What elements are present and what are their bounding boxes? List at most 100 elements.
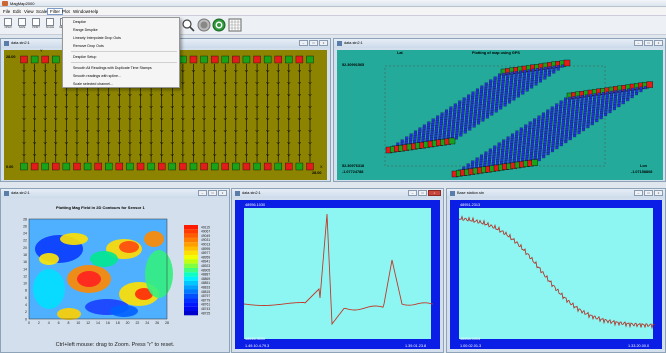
menu-help[interactable]: Help <box>89 9 99 14</box>
close-button[interactable]: × <box>428 190 441 196</box>
y-tick-label: 12 <box>23 274 27 278</box>
gps-point <box>564 140 568 144</box>
gps-point <box>537 158 541 162</box>
y-tick-label: 10 <box>23 282 27 286</box>
scale-button[interactable]: SCALE <box>44 17 56 33</box>
direction-tick <box>223 81 227 85</box>
direction-tick <box>64 117 69 121</box>
menu-item-interpolate-dropouts[interactable]: Linearly Interpolate Drop Outs <box>73 36 121 40</box>
gps-point <box>568 137 572 141</box>
zoom-icon[interactable] <box>181 18 195 32</box>
minimize-button[interactable]: – <box>634 40 643 46</box>
menu-filter[interactable]: Filter <box>47 8 63 15</box>
direction-tick <box>191 105 196 109</box>
close-button[interactable]: × <box>218 190 227 196</box>
menu-item-range-despike[interactable]: Range Despike <box>73 28 98 32</box>
panel-title: data.stn2:1 <box>344 41 363 45</box>
direction-tick <box>160 105 164 109</box>
go-icon[interactable] <box>212 18 226 32</box>
window-controls: – □ × <box>633 40 663 47</box>
menu-view[interactable]: View <box>24 9 34 14</box>
window-controls: – □ × <box>633 190 663 197</box>
menu-item-despike-setup[interactable]: Despike Setup <box>73 55 97 59</box>
maximize-button[interactable]: □ <box>208 190 217 196</box>
window-icon <box>4 41 9 46</box>
direction-tick <box>181 81 185 85</box>
print-button[interactable]: PRINT <box>30 17 42 33</box>
direction-tick <box>22 105 26 109</box>
direction-tick <box>212 81 217 85</box>
direction-tick <box>265 153 270 157</box>
line-start-marker <box>52 55 60 64</box>
panel-base-station[interactable]: Base station.stn – □ × 48951.2313 48658.00… <box>446 188 666 353</box>
app-icon <box>2 1 8 6</box>
direction-tick <box>43 141 47 145</box>
direction-tick <box>170 117 174 121</box>
stop-icon[interactable] <box>197 18 211 32</box>
close-button[interactable]: × <box>654 40 663 46</box>
direction-tick <box>265 93 270 97</box>
minimize-button[interactable]: – <box>408 190 417 196</box>
direction-tick <box>297 117 302 121</box>
menu-item-smooth-spline[interactable]: Smooth readings with spline... <box>73 74 121 78</box>
direction-tick <box>255 105 259 109</box>
x-tick-label: 10 <box>76 321 80 325</box>
save-button[interactable]: SAVE <box>16 17 28 33</box>
lat-min-label: 52.30976318 <box>342 164 365 168</box>
direction-tick <box>202 129 206 133</box>
line-start-marker <box>30 55 39 64</box>
gps-point <box>454 136 458 140</box>
menu-item-despike[interactable]: Despike <box>73 20 86 24</box>
legend-value: 49049 <box>201 234 210 238</box>
profile-ymin-label: 48646.3000 <box>245 337 266 341</box>
gps-plot[interactable]: Lat Plotting of map using GPS 52.3099156… <box>337 50 663 180</box>
profile-plot-area[interactable] <box>243 208 434 339</box>
menu-item-remove-dropouts[interactable]: Remove Drop Outs <box>73 44 104 48</box>
line-start-marker <box>189 55 198 64</box>
menu-window[interactable]: Window <box>73 9 90 14</box>
line-end-marker <box>73 162 81 171</box>
window-icon <box>450 191 455 196</box>
maximize-button[interactable]: □ <box>309 40 318 46</box>
menu-item-scale-channel[interactable]: Scale selected channel... <box>73 82 113 86</box>
maximize-button[interactable]: □ <box>644 40 653 46</box>
legend-value: 48851 <box>201 281 210 285</box>
maximize-button[interactable]: □ <box>418 190 427 196</box>
direction-tick <box>54 117 58 121</box>
direction-tick <box>287 153 291 157</box>
x-tick-label: 28 <box>165 321 169 325</box>
direction-tick <box>287 141 291 145</box>
base-ymin-label: 48658.0004 <box>460 337 481 341</box>
open-button[interactable]: OPEN <box>2 17 14 33</box>
direction-tick <box>287 105 291 109</box>
panel-contour[interactable]: data.stn2:1 – □ × Plotting Mag Field in 2D… <box>0 188 230 353</box>
line-start-marker <box>274 55 282 64</box>
minimize-button[interactable]: – <box>198 190 207 196</box>
direction-tick <box>54 93 58 97</box>
close-button[interactable]: × <box>319 40 328 46</box>
minimize-button[interactable]: – <box>634 190 643 196</box>
panel-profile[interactable]: data.stn2:1 – □ × 48956.1030 48646.3000 1.… <box>231 188 444 353</box>
minimize-button[interactable]: – <box>299 40 308 46</box>
direction-tick <box>265 141 270 145</box>
panel-gps-map[interactable]: data.stn2:1 – □ × Lat Plotting of map usin… <box>333 38 666 182</box>
gps-point <box>552 70 556 74</box>
grid-icon[interactable] <box>228 18 242 32</box>
direction-tick <box>22 153 26 157</box>
legend-value: 48869 <box>201 277 210 281</box>
close-button[interactable]: × <box>654 190 663 196</box>
panel-title: data.stn2:1 <box>11 191 30 195</box>
menu-file[interactable]: File <box>3 9 11 14</box>
direction-tick <box>276 117 280 121</box>
legend-value: 48905 <box>201 268 210 272</box>
line-end-marker <box>253 162 261 171</box>
menu-scale[interactable]: Scale <box>36 9 48 14</box>
contour-frame <box>28 218 168 320</box>
menu-plot[interactable]: Plot <box>62 9 70 14</box>
menu-edit[interactable]: Edit <box>13 9 21 14</box>
maximize-button[interactable]: □ <box>644 190 653 196</box>
base-plot-area[interactable] <box>458 208 656 339</box>
direction-tick <box>181 93 185 97</box>
menu-item-smooth-duplicates[interactable]: Smooth All Readings with Duplicate Time … <box>73 66 152 70</box>
